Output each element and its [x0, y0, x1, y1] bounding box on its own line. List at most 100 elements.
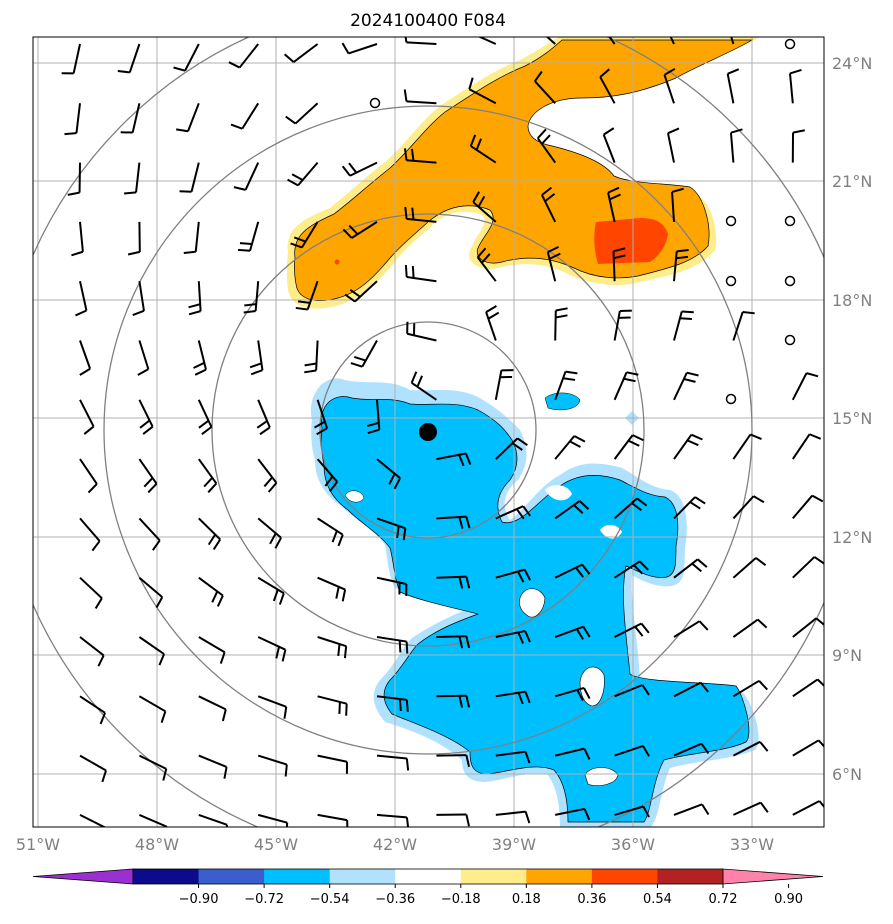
- wind-barb-flag: [583, 808, 591, 821]
- wind-barb: [257, 695, 287, 708]
- wind-barb-flag: [158, 653, 165, 666]
- wind-barb-flag: [641, 684, 650, 696]
- wind-barb: [348, 43, 378, 55]
- wind-barb-flag: [639, 560, 649, 571]
- wind-barb: [79, 458, 98, 485]
- wind-barb-flag: [97, 654, 105, 667]
- wind-barb: [406, 332, 437, 342]
- wind-barb-flag: [681, 310, 694, 314]
- lat-label: 9°N: [832, 646, 862, 665]
- wind-barb: [197, 340, 207, 370]
- wind-barb-flag: [123, 191, 137, 195]
- wind-barb: [406, 159, 437, 164]
- wind-barb: [316, 458, 338, 483]
- wind-barb-flag: [533, 14, 539, 24]
- wind-barb: [554, 687, 585, 698]
- wind-barb: [673, 311, 683, 341]
- colorbar-tick-label: −0.54: [310, 892, 350, 907]
- wind-barb-flag: [524, 751, 531, 764]
- wind-barb: [792, 617, 817, 638]
- wind-barb: [599, 76, 616, 104]
- colorbar-segment: [526, 869, 593, 884]
- wind-barb: [138, 399, 154, 428]
- wind-barb-flag: [410, 148, 415, 161]
- wind-barb: [361, 340, 378, 368]
- wind-barb-flag: [94, 597, 103, 609]
- wind-barb: [792, 494, 814, 520]
- wind-barb-flag: [627, 439, 640, 447]
- wind-barb-flag: [640, 622, 650, 634]
- wind-barb: [732, 618, 759, 638]
- wind-barb-flag: [730, 128, 743, 134]
- wind-barb: [294, 102, 319, 125]
- wind-barb-flag: [216, 595, 224, 607]
- wind-barb-flag: [256, 420, 268, 429]
- wind-barb-flag: [404, 265, 408, 278]
- wind-barb: [376, 813, 407, 819]
- wind-barb: [138, 636, 165, 655]
- wind-barb-flag: [481, 253, 491, 264]
- wind-barb-flag: [599, 68, 611, 78]
- wind-barb-flag: [537, 128, 547, 139]
- wind-barb: [732, 557, 757, 579]
- wind-barb-flag: [689, 501, 701, 510]
- lat-label: 21°N: [832, 172, 872, 191]
- wind-barb-flag: [342, 228, 353, 239]
- wind-barb-flag: [697, 558, 708, 568]
- wind-barb: [197, 281, 202, 312]
- wind-barb-flag: [541, 186, 553, 196]
- colorbar-tick-label: 0.54: [643, 892, 672, 907]
- wind-barb: [495, 750, 526, 757]
- wind-barb: [198, 813, 228, 826]
- wind-barb: [436, 515, 467, 520]
- colorbar-tick-label: 0.36: [577, 892, 606, 907]
- wind-barb-flag: [523, 569, 532, 581]
- wind-barb-flag: [663, 67, 676, 76]
- wind-barb-flag: [203, 477, 214, 488]
- wind-barb-flag: [516, 437, 528, 446]
- wind-barb-flag: [676, 248, 689, 253]
- wind-barb-flag: [623, 377, 636, 383]
- wind-barb: [673, 681, 702, 698]
- wind-barb-flag: [83, 425, 95, 435]
- wind-barb-flag: [517, 571, 525, 583]
- wind-barb: [306, 280, 319, 310]
- wind-barb-flag: [465, 516, 471, 529]
- wind-barb: [789, 73, 794, 104]
- wind-barb: [732, 311, 744, 341]
- wind-barb-flag: [575, 628, 584, 640]
- wind-barb: [792, 678, 819, 698]
- wind-barb: [495, 437, 519, 460]
- wind-barb-flag: [79, 367, 91, 376]
- colorbar-tick-label: 0.72: [709, 892, 738, 907]
- wind-barb-flag: [465, 695, 471, 708]
- colorbar-tick-label: 0.18: [512, 892, 541, 907]
- wind-barb-flag: [221, 709, 227, 722]
- wind-barb: [317, 517, 344, 536]
- wind-barb: [198, 636, 226, 654]
- wind-barb-flag: [348, 224, 359, 235]
- wind-barb-flag: [297, 300, 311, 304]
- wind-barb-flag: [565, 370, 578, 375]
- wind-barb-flag: [290, 242, 303, 249]
- wind-barb-flag: [555, 307, 568, 312]
- wind-barb-flag: [597, 11, 605, 20]
- wind-barb: [614, 560, 641, 579]
- wind-barb-flag: [274, 537, 282, 549]
- wind-barb-flag: [698, 620, 709, 631]
- wind-barb: [554, 500, 581, 520]
- wind-barb: [602, 134, 616, 163]
- wind-barb: [293, 43, 319, 63]
- range-rings: [33, 37, 824, 827]
- wind-barb: [79, 695, 106, 714]
- wind-barb: [495, 690, 526, 698]
- wind-barb: [135, 162, 141, 193]
- wind-barb: [406, 276, 437, 283]
- wind-barb: [436, 452, 467, 461]
- wind-barb-flag: [405, 817, 410, 827]
- wind-barb: [257, 813, 288, 824]
- wind-barb-flag: [727, 68, 740, 75]
- wind-barb-flag: [609, 193, 621, 201]
- wind-barb-flag: [313, 420, 326, 429]
- wind-barb-flag: [188, 303, 201, 309]
